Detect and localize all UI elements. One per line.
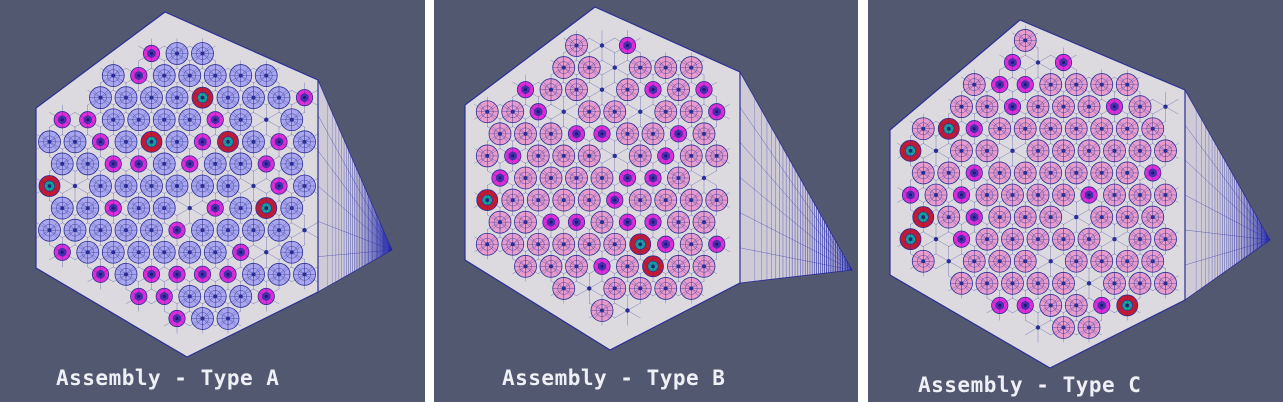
panel-assembly-type-b: Assembly - Type B [434,0,858,402]
assembly-mesh-type-b [464,6,853,351]
assembly-mesh-type-a [35,11,393,358]
face-mesh-lines [897,25,1179,343]
assembly-side-face [317,79,393,293]
side-mesh-lines [1184,109,1271,293]
caption-type-c: Assembly - Type C [918,373,1142,397]
assembly-side-face [1184,88,1271,301]
face-mesh-lines [474,30,730,326]
side-mesh-lines [317,102,393,287]
panel-assembly-type-c: Assembly - Type C [868,0,1283,402]
side-mesh-lines [739,98,853,282]
face-mesh-lines [36,38,318,334]
caption-type-b: Assembly - Type B [502,366,726,390]
caption-type-a: Assembly - Type A [56,366,280,390]
panel-assembly-type-a: Assembly - Type A [0,0,425,402]
assembly-mesh-type-c [889,19,1271,369]
